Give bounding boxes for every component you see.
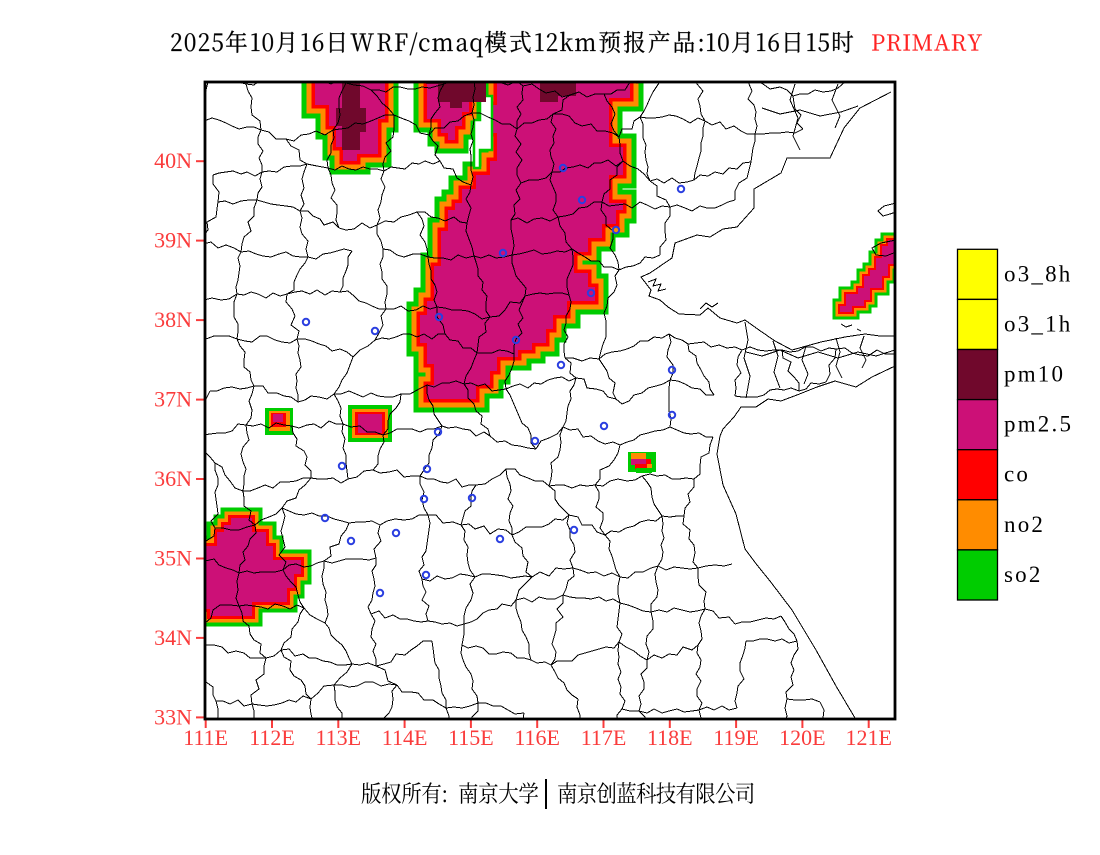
svg-text:116E: 116E <box>514 725 560 750</box>
svg-text:117E: 117E <box>581 725 627 750</box>
svg-text:o3_8h: o3_8h <box>1004 261 1073 286</box>
svg-text:113E: 113E <box>315 725 361 750</box>
svg-text:112E: 112E <box>249 725 295 750</box>
svg-text:120E: 120E <box>779 725 825 750</box>
svg-text:40N: 40N <box>154 148 192 173</box>
svg-text:114E: 114E <box>382 725 428 750</box>
svg-text:111E: 111E <box>183 725 228 750</box>
svg-text:36N: 36N <box>154 466 192 491</box>
svg-text:o3_1h: o3_1h <box>1004 311 1073 336</box>
svg-text:co: co <box>1004 462 1030 487</box>
svg-text:35N: 35N <box>154 546 192 571</box>
svg-text:119E: 119E <box>713 725 759 750</box>
svg-text:no2: no2 <box>1004 512 1045 537</box>
svg-text:so2: so2 <box>1004 562 1043 587</box>
svg-text:33N: 33N <box>154 704 192 729</box>
svg-text:34N: 34N <box>154 625 192 650</box>
svg-text:pm10: pm10 <box>1004 362 1065 387</box>
svg-text:115E: 115E <box>448 725 494 750</box>
svg-text:39N: 39N <box>154 228 192 253</box>
svg-text:121E: 121E <box>845 725 891 750</box>
svg-text:118E: 118E <box>647 725 693 750</box>
svg-text:38N: 38N <box>154 307 192 332</box>
svg-text:pm2.5: pm2.5 <box>1004 412 1073 437</box>
svg-text:37N: 37N <box>154 387 192 412</box>
